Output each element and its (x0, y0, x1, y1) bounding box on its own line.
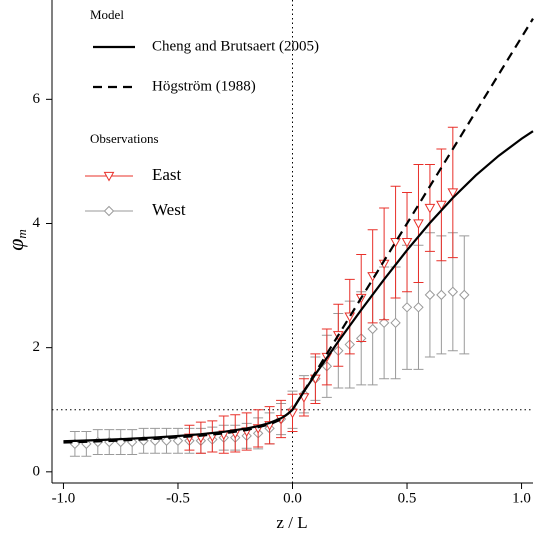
y-label-symbol: φ (3, 239, 28, 251)
y-tick-label: 0 (33, 463, 41, 479)
marker (390, 317, 401, 329)
marker (413, 302, 424, 313)
marker (413, 219, 424, 230)
legend-title: Model (90, 7, 124, 22)
x-tick-label: 0.5 (398, 490, 417, 506)
model-line (63, 130, 534, 443)
model-line (63, 18, 534, 444)
marker (436, 200, 447, 211)
marker (103, 205, 115, 217)
y-label-subscript: m (14, 229, 29, 238)
y-tick-label: 2 (33, 339, 41, 355)
x-tick-label: -1.0 (52, 490, 76, 506)
marker (401, 238, 413, 248)
marker (367, 323, 378, 335)
marker (424, 203, 436, 214)
legend-label: Cheng and Brutsaert (2005) (152, 38, 319, 54)
marker (447, 188, 459, 198)
marker (161, 435, 172, 446)
x-tick-label: 0.0 (283, 490, 302, 506)
marker (459, 289, 470, 301)
marker (436, 289, 447, 301)
legend-title: Observations (90, 131, 159, 146)
y-tick-label: 6 (33, 91, 41, 107)
marker (401, 302, 413, 313)
x-axis-label: z / L (276, 513, 307, 532)
legend-label: Högström (1988) (152, 78, 256, 94)
marker (447, 286, 459, 297)
y-tick-label: 4 (33, 215, 41, 231)
marker (390, 238, 401, 248)
marker (103, 171, 115, 182)
marker (424, 289, 436, 301)
legend-label: West (152, 200, 186, 219)
x-tick-label: -0.5 (166, 490, 190, 506)
y-axis-label: φm (3, 229, 29, 251)
marker (172, 435, 184, 446)
legend-label: East (152, 165, 182, 184)
x-tick-label: 1.0 (512, 490, 531, 506)
marker (378, 317, 390, 329)
